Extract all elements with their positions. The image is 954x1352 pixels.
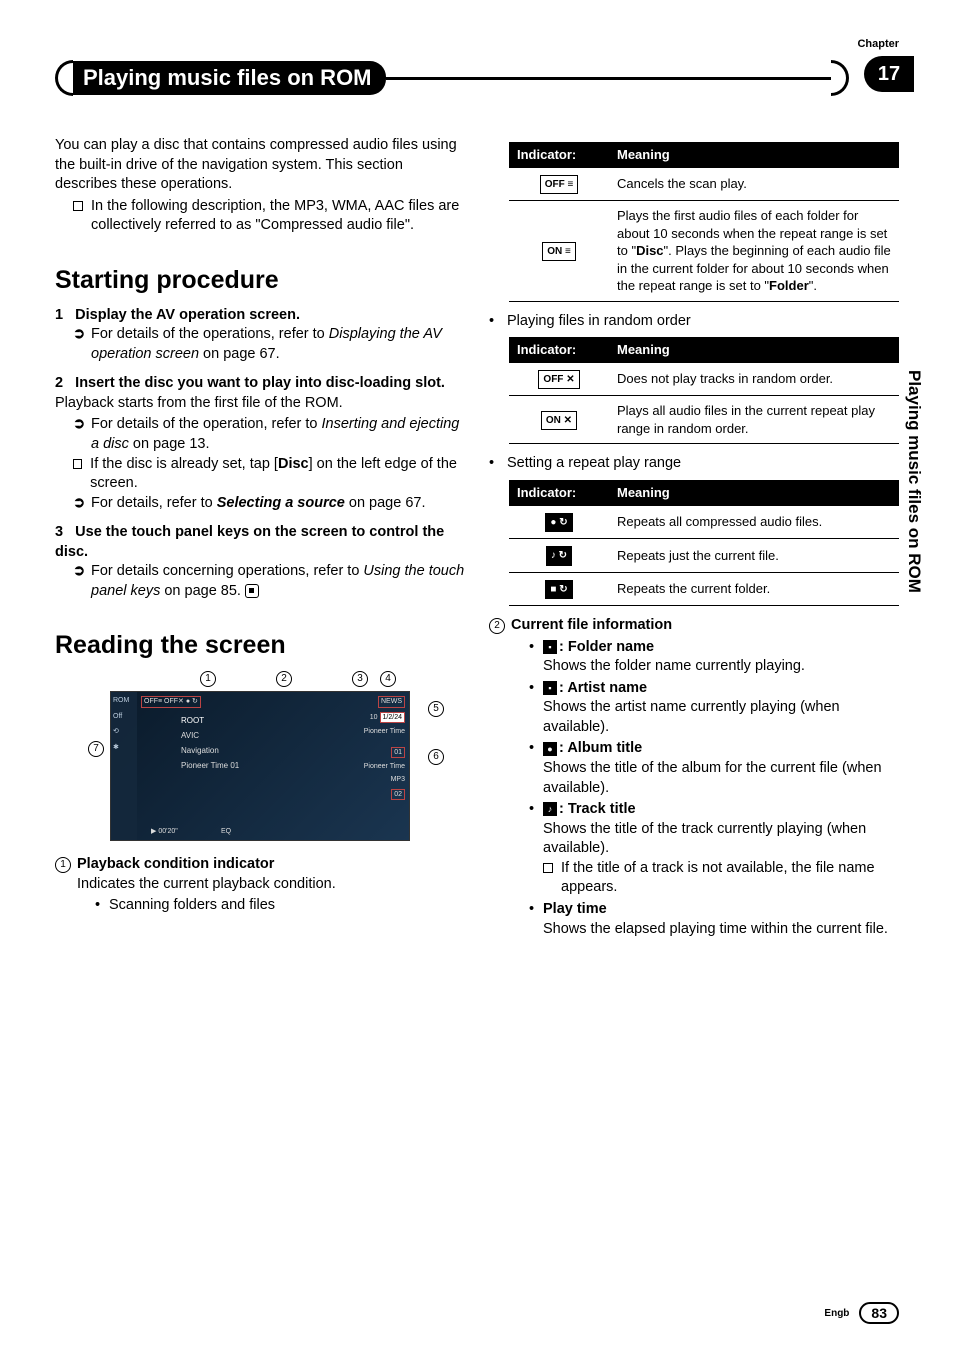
table-row: OFF ≡ Cancels the scan play.	[509, 168, 899, 201]
callout-5: 5	[428, 701, 444, 717]
left-column: You can play a disc that contains compre…	[55, 136, 465, 939]
repeat-head: •Setting a repeat play range	[489, 454, 899, 474]
chapter-title-bar: Playing music files on ROM	[55, 60, 899, 96]
repeat-all-icon: ● ↻	[545, 513, 572, 533]
on-scan-icon: ON ≡	[542, 242, 576, 262]
step-1-ref: ➲ For details of the operations, refer t…	[73, 325, 465, 364]
off-scan-icon: OFF ≡	[540, 175, 579, 195]
intro-paragraph: You can play a disc that contains compre…	[55, 136, 465, 195]
footer-lang: Engb	[824, 1308, 849, 1319]
repeat-folder-icon: ■ ↻	[545, 580, 572, 600]
side-tab: Playing music files on ROM	[904, 370, 924, 593]
callout-6: 6	[428, 749, 444, 765]
screen-diagram: 1 2 3 4 ROM Off ⟲ ✱ OFF≡ OFF✕ ● ↻ ROOT	[90, 671, 430, 841]
chapter-number-badge: 17	[864, 56, 914, 92]
step-2-note: If the disc is already set, tap [Disc] o…	[73, 455, 465, 494]
item-2: 2 Current file information • ▪: Folder n…	[489, 616, 899, 939]
step-3-head: 3 Use the touch panel keys on the screen…	[55, 523, 465, 562]
table-row: ■ ↻ Repeats the current folder.	[509, 572, 899, 606]
step-2-body: Playback starts from the first file of t…	[55, 394, 465, 414]
chapter-title: Playing music files on ROM	[73, 61, 386, 95]
callout-3: 3	[352, 671, 368, 687]
step-2-ref1: ➲ For details of the operation, refer to…	[73, 415, 465, 454]
on-random-icon: ON ✕	[541, 411, 577, 431]
starting-heading: Starting procedure	[55, 264, 465, 298]
table-row: OFF ✕ Does not play tracks in random ord…	[509, 363, 899, 396]
footer-page: 83	[859, 1302, 899, 1324]
item-1: 1 Playback condition indicator Indicates…	[55, 855, 465, 916]
screen-mock: ROM Off ⟲ ✱ OFF≡ OFF✕ ● ↻ ROOT AVIC Navi…	[110, 691, 410, 841]
album-icon: ●	[543, 742, 557, 756]
artist-icon: ▪	[543, 681, 557, 695]
chapter-label: Chapter	[857, 38, 899, 50]
callout-7: 7	[88, 741, 104, 757]
folder-icon: ▪	[543, 640, 557, 654]
step-3-ref: ➲ For details concerning operations, ref…	[73, 562, 465, 601]
table-row: ON ≡ Plays the first audio files of each…	[509, 201, 899, 302]
callout-2: 2	[276, 671, 292, 687]
right-column: Indicator:Meaning OFF ≡ Cancels the scan…	[489, 136, 899, 939]
random-table: Indicator:Meaning OFF ✕ Does not play tr…	[509, 337, 899, 444]
table-row: ON ✕ Plays all audio files in the curren…	[509, 396, 899, 444]
intro-note: In the following description, the MP3, W…	[73, 197, 465, 236]
table-row: ● ↻ Repeats all compressed audio files.	[509, 506, 899, 539]
track-icon: ♪	[543, 802, 557, 816]
repeat-table: Indicator:Meaning ● ↻ Repeats all compre…	[509, 480, 899, 606]
end-mark-icon	[245, 584, 259, 598]
scan-table: Indicator:Meaning OFF ≡ Cancels the scan…	[509, 142, 899, 302]
random-head: •Playing files in random order	[489, 312, 899, 332]
repeat-file-icon: ♪ ↻	[546, 546, 572, 566]
footer: Engb 83	[824, 1302, 899, 1324]
callout-1: 1	[200, 671, 216, 687]
table-row: ♪ ↻ Repeats just the current file.	[509, 539, 899, 573]
step-2-ref3: ➲ For details, refer to Selecting a sour…	[73, 494, 465, 514]
step-1-head: 1 Display the AV operation screen.	[55, 306, 465, 326]
callout-4: 4	[380, 671, 396, 687]
off-random-icon: OFF ✕	[538, 370, 579, 390]
reading-heading: Reading the screen	[55, 629, 465, 663]
step-2-head: 2 Insert the disc you want to play into …	[55, 374, 465, 394]
